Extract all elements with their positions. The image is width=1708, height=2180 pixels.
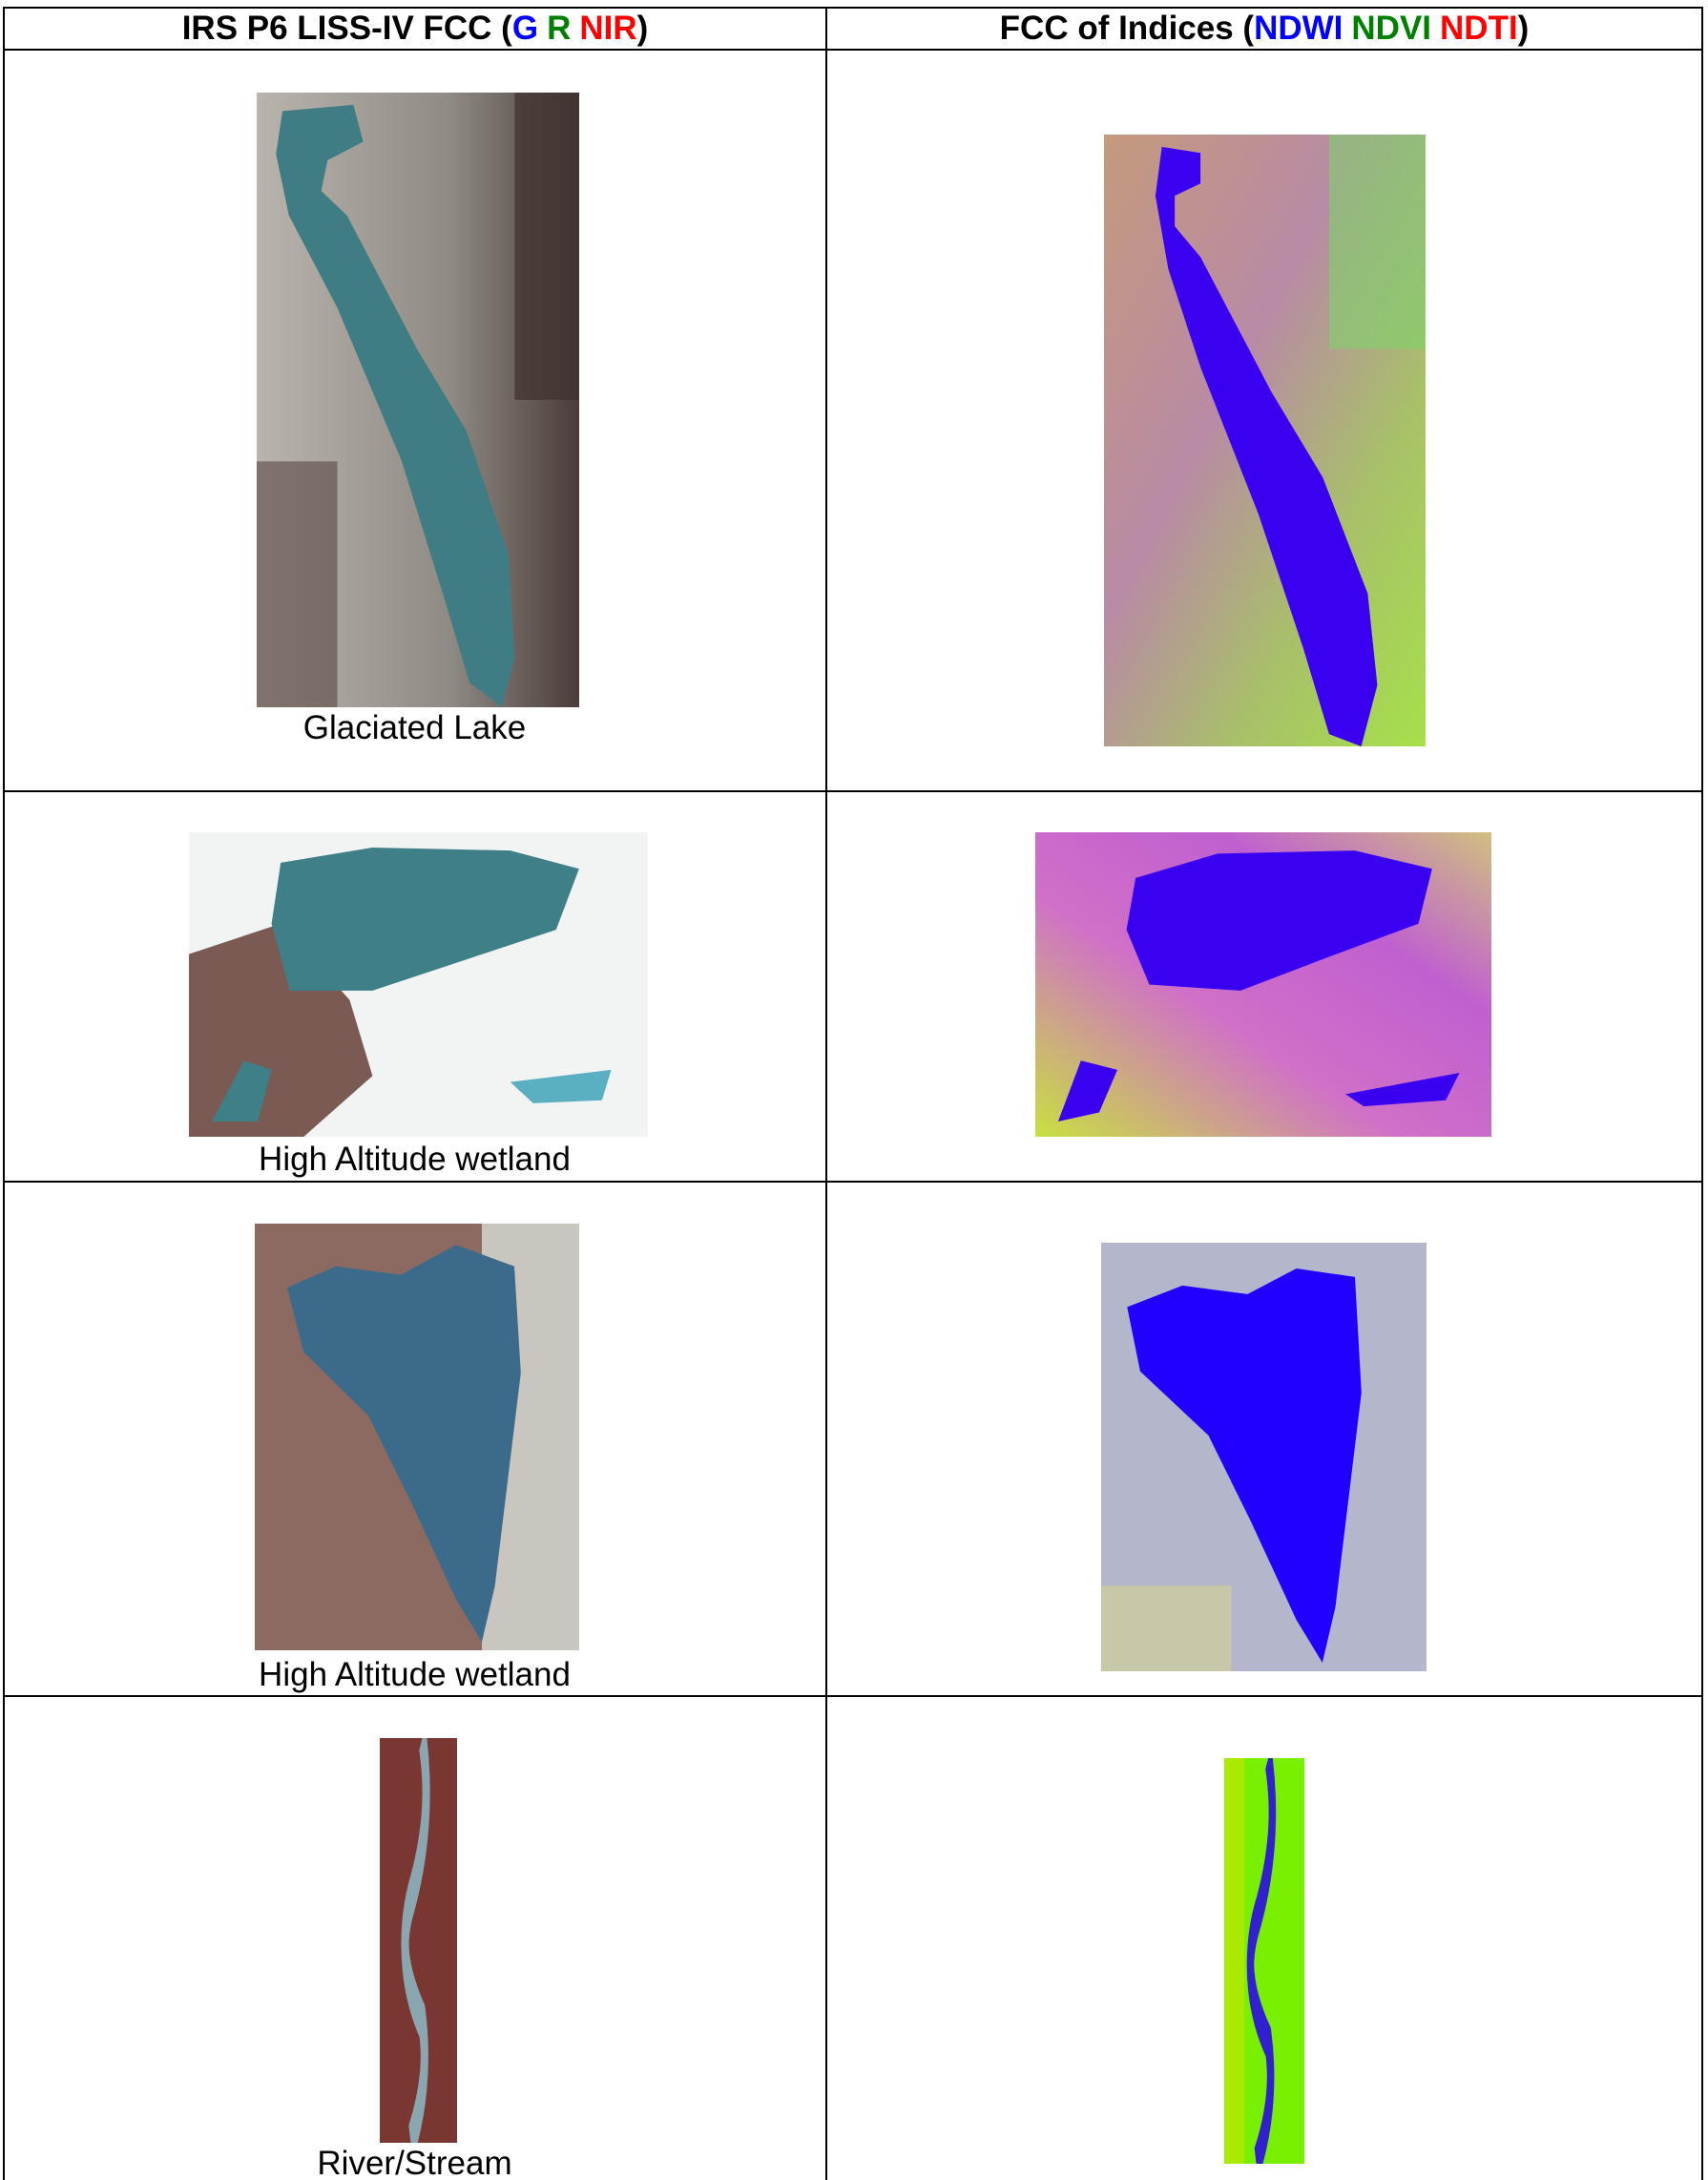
border bbox=[3, 1181, 1703, 1183]
caption: High Altitude wetland bbox=[3, 1656, 826, 1694]
satellite-image bbox=[255, 1224, 579, 1650]
index-image bbox=[1224, 1758, 1304, 2164]
index-image bbox=[1104, 135, 1426, 746]
header-text: ) bbox=[637, 10, 649, 47]
caption: High Altitude wetland bbox=[3, 1141, 826, 1179]
header-text: G bbox=[512, 10, 538, 47]
header-text: R bbox=[547, 10, 571, 47]
header-text: FCC of Indices ( bbox=[1000, 10, 1254, 47]
header-text: NDVI bbox=[1351, 10, 1431, 47]
index-image bbox=[1035, 832, 1491, 1137]
index-image bbox=[1101, 1243, 1427, 1671]
caption: River/Stream bbox=[3, 2145, 826, 2180]
border bbox=[3, 1695, 1703, 1697]
header-text: NDWI bbox=[1254, 10, 1343, 47]
satellite-image bbox=[257, 93, 579, 707]
caption: Glaciated Lake bbox=[3, 709, 826, 747]
border bbox=[3, 7, 5, 2180]
border bbox=[3, 790, 1703, 792]
satellite-image bbox=[380, 1738, 457, 2143]
document: IRS P6 LISS-IV FCC (GRNIR) FCC of Indice… bbox=[0, 0, 1708, 2180]
border bbox=[825, 7, 827, 2180]
satellite-image bbox=[189, 832, 648, 1137]
border bbox=[1701, 7, 1703, 2180]
header-text: NDTI bbox=[1440, 10, 1518, 47]
header-text: IRS P6 LISS-IV FCC ( bbox=[182, 10, 512, 47]
header-text: ) bbox=[1518, 10, 1530, 47]
header-text: NIR bbox=[579, 10, 636, 47]
